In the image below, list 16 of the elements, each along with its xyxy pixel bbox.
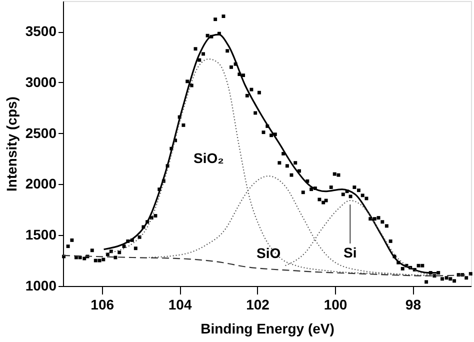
y-tick-label: 2500 bbox=[25, 124, 57, 141]
x-tick-label: 104 bbox=[168, 296, 192, 312]
annotation: SiO bbox=[256, 245, 281, 262]
x-tick-label: 100 bbox=[324, 296, 348, 312]
annotation: SiO₂ bbox=[194, 150, 224, 166]
x-tick-label: 98 bbox=[405, 296, 422, 312]
y-tick-label: 1000 bbox=[25, 278, 57, 294]
x-tick-label: 106 bbox=[90, 296, 114, 312]
y-tick-label: 2000 bbox=[25, 176, 57, 192]
x-axis-title: Binding Energy (eV) bbox=[200, 320, 334, 336]
annotation: Si bbox=[344, 244, 357, 260]
x-tick-label: 102 bbox=[246, 296, 270, 312]
y-tick-label: 3500 bbox=[25, 23, 57, 40]
y-tick-label: 3000 bbox=[25, 74, 57, 90]
y-tick-label: 1500 bbox=[25, 226, 57, 243]
y-axis-title: Intensity (cps) bbox=[3, 96, 20, 192]
